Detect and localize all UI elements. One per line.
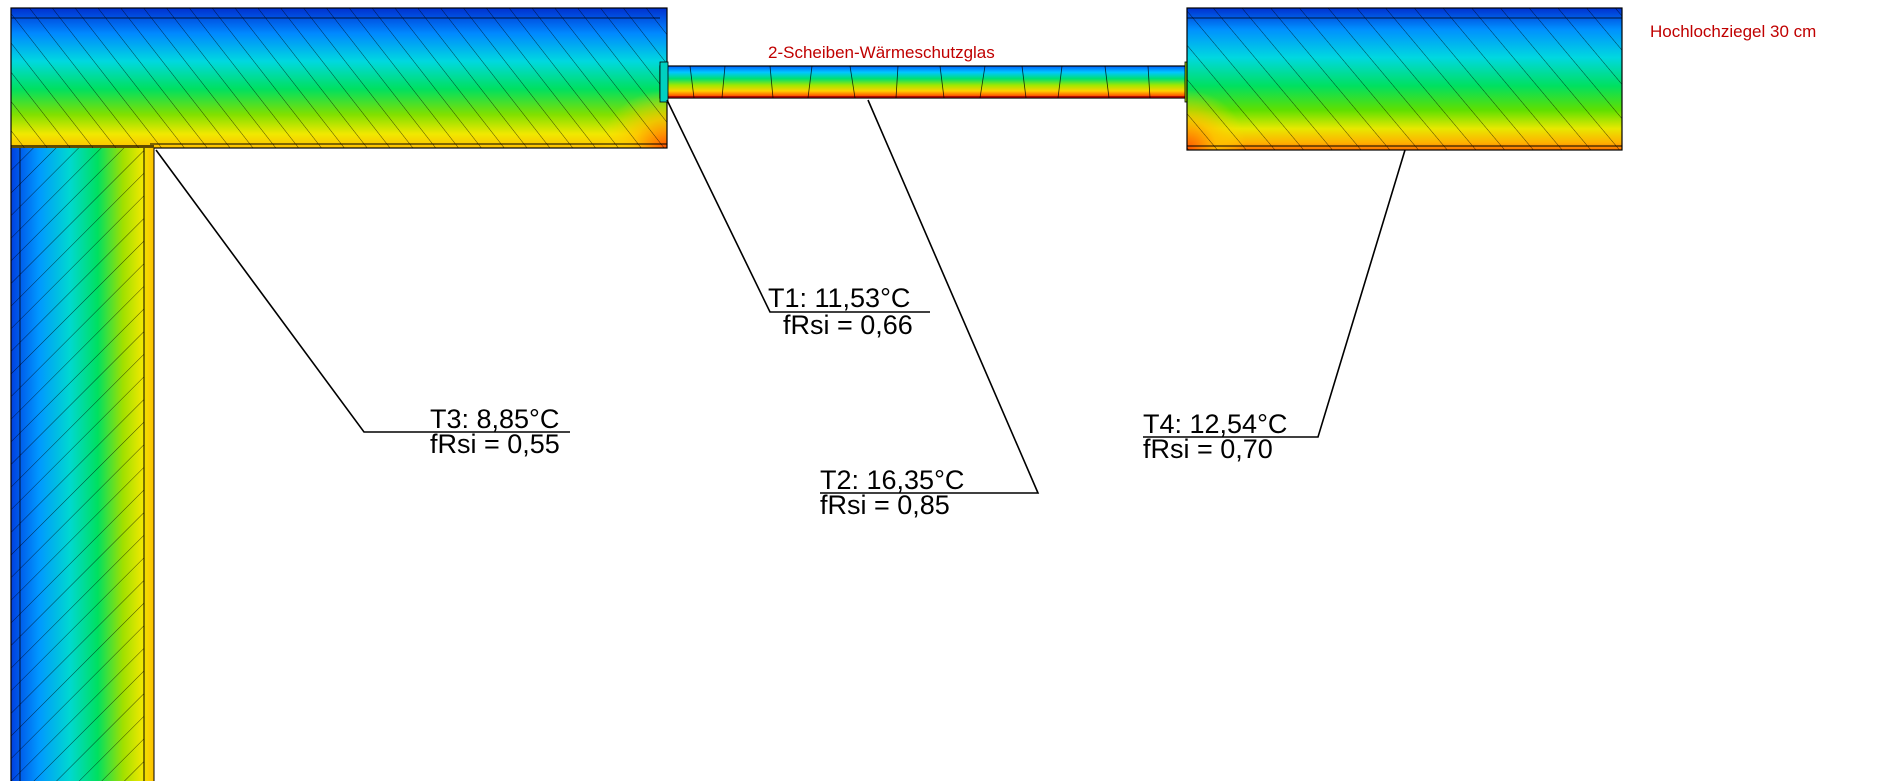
glass-label: 2-Scheiben-Wärmeschutzglas	[768, 43, 995, 62]
top-left-wall	[11, 8, 667, 148]
glass-pane	[660, 62, 1193, 102]
leader-t3	[156, 150, 570, 432]
point-frsi-t2: fRsi = 0,85	[820, 490, 950, 520]
point-frsi-t4: fRsi = 0,70	[1143, 434, 1273, 464]
point-temp-t1: T1: 11,53°C	[768, 283, 910, 313]
wall-label: Hochlochziegel 30 cm	[1650, 22, 1816, 41]
point-label-t2: T2: 16,35°C fRsi = 0,85	[820, 465, 964, 520]
right-wall	[1187, 8, 1622, 150]
point-label-t1: T1: 11,53°C fRsi = 0,66	[768, 283, 913, 340]
left-wall	[11, 146, 154, 781]
point-frsi-t3: fRsi = 0,55	[430, 429, 560, 459]
point-label-t3: T3: 8,85°C fRsi = 0,55	[430, 404, 560, 459]
leader-t1	[667, 100, 930, 312]
leader-t4	[1143, 150, 1405, 437]
point-frsi-t1: fRsi = 0,66	[783, 310, 913, 340]
point-label-t4: T4: 12,54°C fRsi = 0,70	[1143, 409, 1287, 464]
